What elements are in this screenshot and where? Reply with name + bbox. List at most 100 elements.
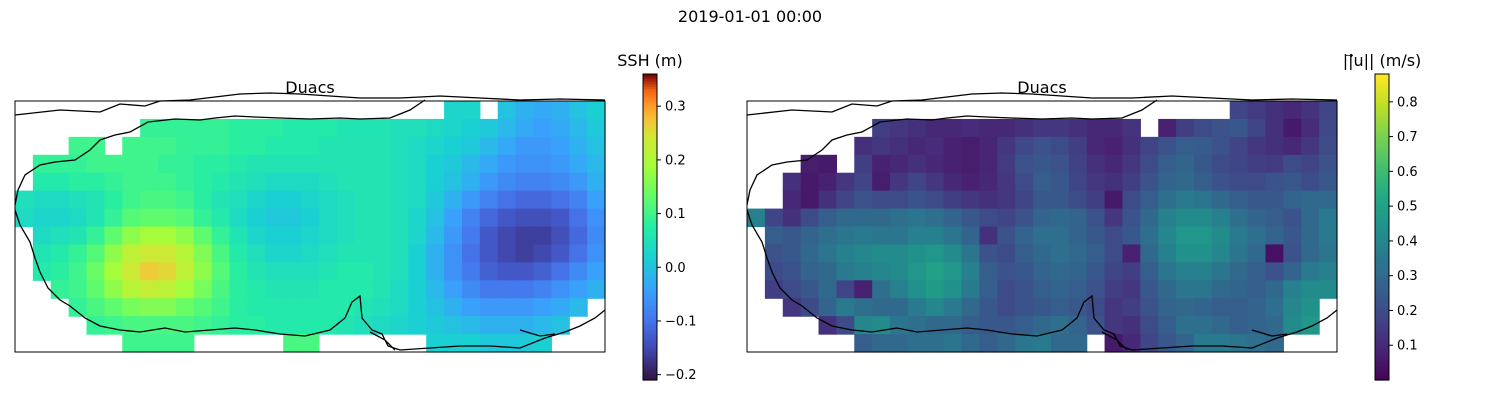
heatmap-cell bbox=[354, 154, 374, 174]
heatmap-cell bbox=[497, 136, 517, 156]
heatmap-cell bbox=[444, 136, 463, 156]
heatmap-cell bbox=[426, 334, 445, 353]
heatmap-cell bbox=[890, 334, 909, 353]
colorbar-segment bbox=[1375, 209, 1389, 213]
colorbar-segment bbox=[1375, 102, 1389, 106]
heatmap-cell bbox=[890, 244, 909, 263]
heatmap-cell bbox=[301, 172, 320, 192]
heatmap-cell bbox=[86, 316, 105, 335]
heatmap-cell bbox=[854, 226, 873, 246]
colorbar-segment bbox=[1375, 170, 1389, 175]
heatmap-cell bbox=[782, 262, 802, 281]
heatmap-cell bbox=[943, 154, 963, 174]
heatmap-cell bbox=[50, 262, 70, 281]
heatmap-cell bbox=[1301, 101, 1320, 120]
heatmap-cell bbox=[1140, 208, 1159, 228]
heatmap-cell bbox=[301, 136, 320, 156]
colorbar-segment bbox=[643, 278, 657, 282]
heatmap-cell bbox=[800, 154, 820, 174]
heatmap-cell bbox=[372, 208, 392, 228]
heatmap-cell bbox=[247, 154, 266, 174]
colorbar-segment bbox=[1375, 216, 1389, 220]
heatmap-cell bbox=[1265, 208, 1284, 228]
colorbar-segment bbox=[643, 331, 657, 335]
colorbar-segment bbox=[643, 351, 657, 356]
heatmap-cell bbox=[1140, 298, 1159, 317]
colorbar-segment bbox=[1375, 155, 1389, 159]
heatmap-cell bbox=[86, 190, 105, 210]
heatmap-cell bbox=[1193, 298, 1213, 317]
heatmap-cell bbox=[1015, 262, 1034, 281]
colorbar-segment bbox=[643, 257, 657, 261]
heatmap-cell bbox=[104, 298, 123, 317]
heatmap-cell bbox=[86, 262, 105, 281]
heatmap-cell bbox=[140, 298, 159, 317]
heatmap-cell bbox=[479, 118, 499, 138]
heatmap-cell bbox=[193, 262, 213, 281]
heatmap-cell bbox=[764, 280, 784, 299]
heatmap-cell bbox=[1158, 244, 1177, 263]
colorbar-segment bbox=[643, 198, 657, 203]
heatmap-cell bbox=[336, 262, 356, 281]
heatmap-cell bbox=[408, 172, 427, 192]
heatmap-cell bbox=[1247, 244, 1267, 263]
heatmap-cell bbox=[1122, 118, 1141, 138]
colorbar-segment bbox=[1375, 255, 1389, 259]
colorbar-segment bbox=[643, 119, 657, 124]
heatmap-cell bbox=[515, 101, 535, 120]
heatmap-cell bbox=[836, 316, 855, 335]
heatmap-cell bbox=[301, 154, 320, 174]
heatmap-cell bbox=[1122, 298, 1141, 317]
heatmap-cell bbox=[479, 298, 499, 317]
heatmap-cell bbox=[479, 154, 499, 174]
colorbar-segment bbox=[643, 147, 657, 152]
heatmap-cell bbox=[479, 226, 499, 246]
heatmap-cell bbox=[1301, 316, 1320, 335]
heatmap-cell bbox=[1015, 136, 1034, 156]
heatmap-cell bbox=[1140, 226, 1159, 246]
heatmap-cell bbox=[32, 244, 52, 263]
heatmap-cell bbox=[461, 280, 481, 299]
heatmap-cell bbox=[1033, 334, 1052, 353]
colorbar-segment bbox=[1375, 285, 1389, 289]
heatmap-cell bbox=[1319, 172, 1338, 192]
heatmap-cell bbox=[354, 316, 374, 335]
colorbar-segment bbox=[643, 109, 657, 113]
colorbar-segment bbox=[1375, 336, 1389, 340]
colorbar-segment bbox=[1375, 377, 1389, 381]
colorbar-segment bbox=[1375, 183, 1389, 187]
heatmap-cell bbox=[497, 101, 517, 120]
colorbar-segment bbox=[1375, 158, 1389, 162]
heatmap-cell bbox=[211, 262, 231, 281]
heatmap-cell bbox=[979, 334, 998, 353]
colorbar-segment bbox=[1375, 283, 1389, 287]
heatmap-cell bbox=[907, 154, 927, 174]
heatmap-cell bbox=[836, 280, 855, 299]
heatmap-cell bbox=[193, 190, 213, 210]
heatmap-cell bbox=[158, 226, 177, 246]
heatmap-cell bbox=[1104, 298, 1124, 317]
colorbar-segment bbox=[1375, 239, 1389, 243]
heatmap-cell bbox=[1122, 226, 1141, 246]
colorbar-segment bbox=[643, 237, 657, 241]
heatmap-cell bbox=[1050, 190, 1070, 210]
colorbar-segment bbox=[1375, 260, 1389, 264]
heatmap-cell bbox=[872, 208, 891, 228]
heatmap-cell bbox=[229, 172, 249, 192]
colorbar-tick-label: 0.5 bbox=[1397, 200, 1418, 215]
heatmap-cell bbox=[836, 244, 855, 263]
heatmap-cell bbox=[229, 298, 249, 317]
heatmap-cell bbox=[408, 316, 427, 335]
heatmap-cell bbox=[587, 226, 606, 246]
colorbar-segment bbox=[643, 219, 657, 223]
colorbar-segment bbox=[643, 178, 657, 182]
heatmap-cell bbox=[961, 154, 981, 174]
heatmap-cell bbox=[390, 262, 409, 281]
heatmap-cell bbox=[122, 262, 141, 281]
heatmap-cell bbox=[372, 190, 392, 210]
heatmap-cell bbox=[764, 262, 784, 281]
heatmap-cell bbox=[104, 244, 123, 263]
heatmap-cell bbox=[979, 136, 998, 156]
heatmap-cell bbox=[551, 280, 570, 299]
heatmap-cell bbox=[140, 280, 159, 299]
